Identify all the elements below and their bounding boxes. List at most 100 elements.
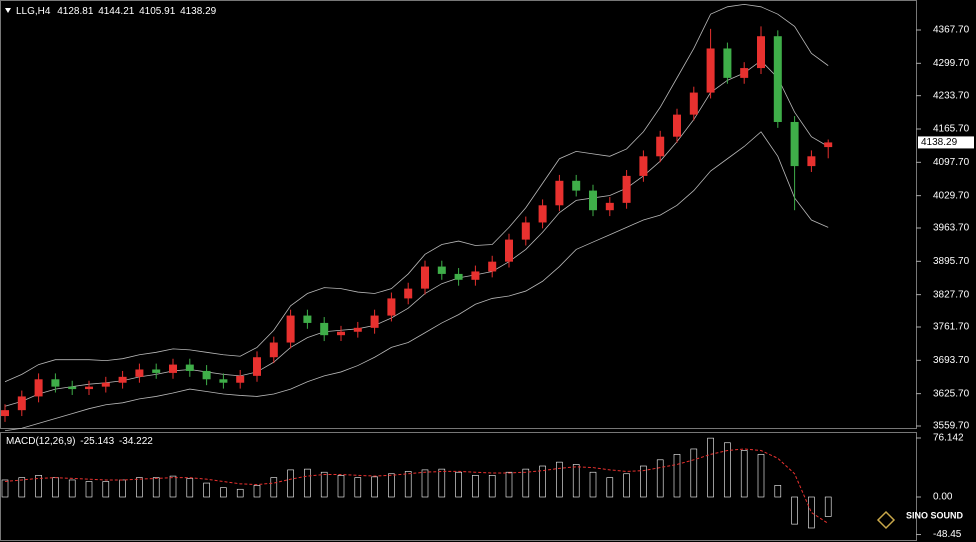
macd-bar [724, 442, 731, 498]
macd-bar [287, 469, 294, 498]
macd-bar [572, 464, 580, 498]
candle-body [101, 382, 110, 387]
candle-body [555, 180, 564, 206]
price-tag-label: 4138.29 [921, 137, 958, 148]
macd-bar [522, 468, 530, 498]
macd-bar [623, 473, 630, 498]
candle-body [740, 68, 749, 78]
candle-body [202, 370, 211, 380]
macd-bar [136, 477, 143, 498]
candle-body [404, 288, 413, 299]
macd-bar [505, 471, 513, 498]
candle-body [370, 315, 379, 328]
candle-body [589, 190, 597, 211]
y-tick-label: 76.142 [933, 433, 964, 444]
macd-bar [320, 471, 328, 498]
candle-body [505, 239, 513, 262]
logo-icon [876, 510, 896, 530]
macd-bar [791, 496, 798, 525]
candle-body [253, 357, 261, 376]
macd-bar [556, 461, 563, 498]
y-tick-label: -48.45 [933, 529, 962, 540]
y-tick-label: 4367.70 [933, 25, 970, 36]
y-tick-label: 4029.70 [933, 190, 970, 201]
macd-bar [152, 477, 160, 498]
candle-body [353, 327, 362, 332]
macd-bar [68, 479, 76, 498]
macd-bar [169, 475, 177, 498]
candle-body [689, 92, 698, 115]
macd-bar [388, 473, 395, 498]
macd-bar [404, 471, 412, 498]
macd-bar [85, 481, 93, 498]
macd-bar [1, 479, 9, 498]
candle-body [85, 386, 93, 390]
ohlc-low: 4105.91 [139, 6, 176, 17]
candle-body [169, 364, 177, 373]
candle-body [824, 142, 833, 148]
price-tag [918, 136, 974, 149]
macd-bar [673, 454, 681, 498]
candle-body [488, 261, 497, 272]
candle-body [421, 266, 429, 289]
candle-body [673, 114, 681, 137]
macd-bar [606, 477, 614, 498]
macd-bar [539, 465, 546, 498]
candle-body [17, 396, 26, 411]
candle-body [1, 410, 9, 417]
candle-body [773, 36, 782, 122]
macd-bar [589, 471, 597, 498]
candle-body [521, 222, 530, 240]
candle-body [622, 175, 631, 203]
macd-bar [203, 482, 210, 498]
signal-value: -34.222 [119, 436, 153, 447]
macd-bar [455, 471, 462, 498]
macd-bar [35, 475, 42, 498]
y-tick-label: 0.00 [933, 492, 953, 503]
menu-icon [5, 8, 11, 13]
macd-bar [337, 475, 345, 498]
candle-body [605, 202, 614, 211]
macd-bar [824, 496, 832, 517]
macd-bar [270, 477, 278, 498]
macd-bar [236, 488, 244, 498]
symbol-title: LLG,H4 4128.81 4144.21 4105.91 4138.29 [16, 6, 217, 17]
y-tick-label: 4233.70 [933, 90, 970, 101]
macd-title: MACD(12,26,9) -25.143 -34.222 [6, 436, 153, 447]
y-tick-label: 4299.70 [933, 58, 970, 69]
y-tick-label: 4165.70 [933, 124, 970, 135]
macd-bar [438, 468, 446, 498]
candle-body [757, 36, 765, 69]
macd-bar [354, 477, 362, 498]
candle-body [807, 156, 816, 167]
macd-bar [304, 468, 311, 498]
candle-body [471, 271, 480, 280]
y-tick-label: 3559.70 [933, 421, 970, 432]
y-tick-label: 4097.70 [933, 157, 970, 168]
candle-body [790, 121, 799, 167]
y-tick-label: 3827.70 [933, 289, 970, 300]
band-lower [4, 131, 829, 432]
candle-body [118, 376, 127, 383]
macd-bar [656, 459, 664, 498]
macd-bar [421, 469, 429, 498]
candle-body [269, 342, 278, 358]
candle-body [34, 379, 43, 397]
candle-body [723, 48, 732, 78]
macd-bar [371, 476, 378, 498]
macd-bar [220, 487, 227, 498]
ohlc-close: 4138.29 [180, 6, 217, 17]
candle-body [236, 375, 245, 383]
candle-body [387, 298, 396, 316]
macd-name: MACD(12,26,9) [6, 436, 75, 447]
candle-body [337, 331, 345, 336]
candle-body [51, 379, 60, 387]
y-tick-label: 3963.70 [933, 223, 970, 234]
macd-frame [0, 432, 917, 541]
signal-line [4, 448, 829, 524]
candle-body [454, 273, 463, 280]
candle-body [185, 364, 194, 371]
candle-body [572, 180, 581, 191]
macd-bar [757, 454, 765, 498]
symbol: LLG,H4 [16, 6, 51, 17]
